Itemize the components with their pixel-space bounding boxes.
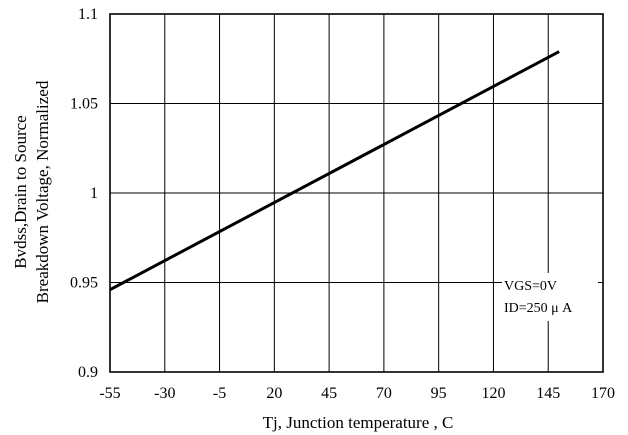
x-tick-label: 45	[321, 385, 337, 402]
y-tick-label: 1.1	[78, 6, 98, 23]
y-axis-label-line-2: Breakdown Voltage, Normalized	[33, 80, 52, 303]
y-axis-label-line-1: Bvdss,Drain to Source	[11, 115, 30, 268]
series-line	[109, 50, 560, 291]
y-tick-label: 0.9	[78, 364, 98, 381]
x-tick-label: 170	[591, 385, 615, 402]
grid	[109, 13, 604, 373]
x-tick-label: 20	[266, 385, 282, 402]
x-tick-label: 70	[376, 385, 392, 402]
y-tick-label: 1	[90, 185, 98, 202]
y-tick-labels: 0.9 0.95 1 1.05 1.1	[70, 6, 98, 381]
y-tick-label: 1.05	[70, 96, 98, 113]
x-tick-label: 95	[431, 385, 447, 402]
x-tick-label: 145	[536, 385, 560, 402]
x-tick-label: -30	[154, 385, 175, 402]
x-tick-label: 120	[481, 385, 505, 402]
annotation-id: ID=250 μ A	[504, 301, 573, 316]
annotation-vgs: VGS=0V	[504, 279, 557, 294]
series	[109, 50, 560, 291]
y-tick-label: 0.95	[70, 275, 98, 292]
plot-frame	[109, 13, 604, 373]
annotation-box	[502, 273, 598, 321]
x-tick-label: -5	[213, 385, 226, 402]
x-tick-label: -55	[99, 385, 120, 402]
x-axis-label: Tj, Junction temperature , C	[263, 413, 454, 432]
x-tick-labels: -55 -30 -5 20 45 70 95 120 145 170	[99, 385, 615, 402]
